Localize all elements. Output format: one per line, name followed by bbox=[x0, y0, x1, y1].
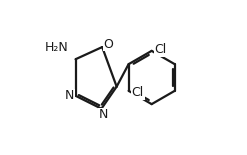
Text: Cl: Cl bbox=[132, 86, 144, 99]
Text: O: O bbox=[103, 38, 113, 51]
Text: N: N bbox=[98, 108, 108, 121]
Text: Cl: Cl bbox=[155, 43, 167, 56]
Text: H₂N: H₂N bbox=[45, 41, 68, 54]
Text: N: N bbox=[65, 89, 74, 102]
